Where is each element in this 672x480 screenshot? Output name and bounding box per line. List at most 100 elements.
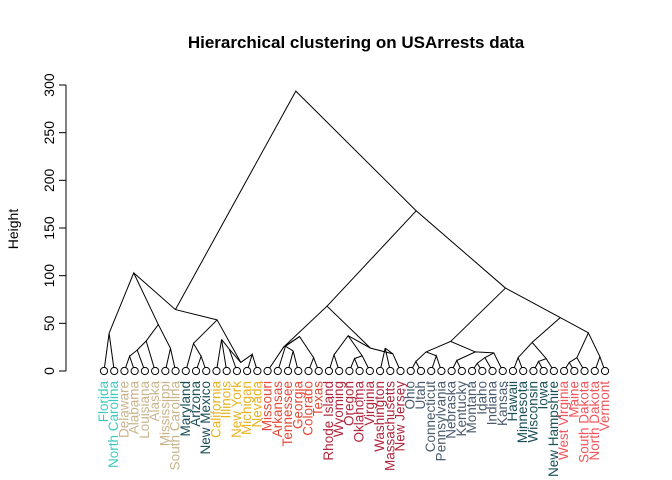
leaf-point	[202, 366, 211, 376]
leaf-point	[549, 366, 558, 376]
leaf-point	[110, 366, 119, 376]
dendrogram-branch	[531, 317, 589, 343]
leaf-point	[590, 366, 599, 376]
leaf-label: Louisiana	[137, 381, 152, 439]
leaf-label: Oregon	[341, 381, 356, 426]
leaf-point	[161, 366, 170, 376]
leaf-label: Kansas	[495, 381, 510, 426]
leaf-label: Arizona	[188, 381, 203, 427]
leaf-label: Nebraska	[444, 381, 459, 439]
leaf-label: Michigan	[239, 381, 254, 435]
leaf-label: Florida	[96, 381, 111, 423]
leaf-label: Idaho	[474, 381, 489, 415]
dendrogram-branch	[456, 351, 494, 361]
leaf-point	[181, 366, 190, 376]
leaf-point	[222, 366, 231, 376]
leaf-point	[335, 366, 344, 376]
y-tick-label: 300	[41, 73, 57, 97]
leaf-label: Iowa	[536, 381, 551, 410]
dendrogram-branch	[594, 355, 606, 372]
leaf-label: Missouri	[260, 381, 275, 431]
leaf-point	[212, 366, 221, 376]
leaf-label: New Jersey	[393, 381, 408, 452]
leaf-label: Tennessee	[280, 381, 295, 446]
dendrogram-branch	[354, 355, 371, 372]
leaf-label: Texas	[311, 381, 326, 417]
leaf-label: Washington	[372, 381, 387, 452]
leaf-label: Connecticut	[423, 381, 438, 453]
dendrogram-branch	[145, 323, 171, 349]
leaf-label: Kentucky	[454, 381, 469, 437]
leaf-label: Maine	[566, 381, 581, 418]
dendrogram-branch	[174, 90, 417, 310]
dendrogram-branch	[185, 342, 202, 372]
dendrogram-branch	[430, 354, 442, 372]
leaf-point	[457, 366, 466, 376]
leaf-label: New Mexico	[198, 381, 213, 455]
y-tick-label: 250	[41, 121, 57, 145]
leaf-point	[294, 366, 303, 376]
leaf-label: Delaware	[116, 381, 131, 438]
leaf-label: California	[208, 381, 223, 439]
leaf-point	[324, 366, 334, 376]
leaf-label: Montana	[464, 381, 479, 434]
leaf-point	[263, 366, 272, 376]
dendrogram-branch	[476, 356, 493, 372]
leaf-point	[232, 366, 242, 376]
leaf-label: New Hampshire	[546, 381, 561, 477]
leaf-point	[600, 366, 610, 376]
leaf-point	[243, 366, 252, 376]
leaf-label: Ohio	[403, 381, 418, 410]
dendrogram-branch	[538, 357, 555, 372]
leaf-point	[406, 366, 415, 376]
dendrogram-branch	[133, 272, 218, 321]
leaf-label: Minnesota	[515, 381, 530, 444]
dendrogram-branch	[348, 357, 361, 372]
dendrogram-branch	[136, 340, 156, 372]
y-tick-label: 100	[41, 264, 57, 288]
leaf-point	[519, 366, 528, 376]
leaf-point	[580, 366, 589, 376]
y-tick-label: 50	[41, 315, 57, 331]
chart-title: Hierarchical clustering on USArrests dat…	[188, 33, 525, 52]
leaf-point	[467, 366, 477, 376]
dendrogram-branch	[103, 333, 115, 372]
leaf-point	[529, 366, 538, 376]
dendrogram-branch	[425, 340, 476, 353]
dendrogram-branch	[108, 271, 159, 334]
y-tick-label: 0	[41, 367, 57, 375]
leaf-point	[375, 366, 385, 376]
y-axis: 0 50 100 150 200 250 300	[41, 73, 67, 375]
leaf-label: Rhode Island	[321, 381, 336, 461]
leaf-point	[365, 366, 374, 376]
leaf-point	[396, 366, 405, 376]
leaf-point	[304, 366, 313, 376]
leaf-label: Nevada	[249, 381, 264, 428]
leaf-point	[140, 366, 149, 376]
leaf-label: New York	[229, 381, 244, 438]
leaf-point	[539, 366, 548, 376]
leaf-point	[130, 366, 139, 376]
leaf-label: Georgia	[290, 381, 305, 430]
leaf-label: Indiana	[485, 381, 500, 426]
leaf-label: Arkansas	[270, 381, 285, 438]
leaf-point	[437, 366, 446, 376]
dendrogram-branch	[283, 305, 371, 349]
y-axis-label: Height	[5, 209, 21, 250]
leaf-point	[355, 366, 364, 376]
dendrogram-branch	[379, 348, 391, 372]
leaf-label: Oklahoma	[352, 381, 367, 443]
leaf-label: Illinois	[219, 381, 234, 419]
leaf-point	[253, 366, 262, 376]
dendrogram-branch	[576, 331, 601, 358]
leaf-label: South Carolina	[168, 381, 183, 471]
dendrogram-branch	[347, 335, 393, 355]
y-tick-label: 200	[41, 168, 57, 192]
dendrogram-branch	[517, 341, 547, 359]
leaf-label: Pennsylvania	[433, 381, 448, 462]
leaf-label: Vermont	[597, 381, 612, 432]
leaf-label: Hawaii	[505, 381, 520, 422]
